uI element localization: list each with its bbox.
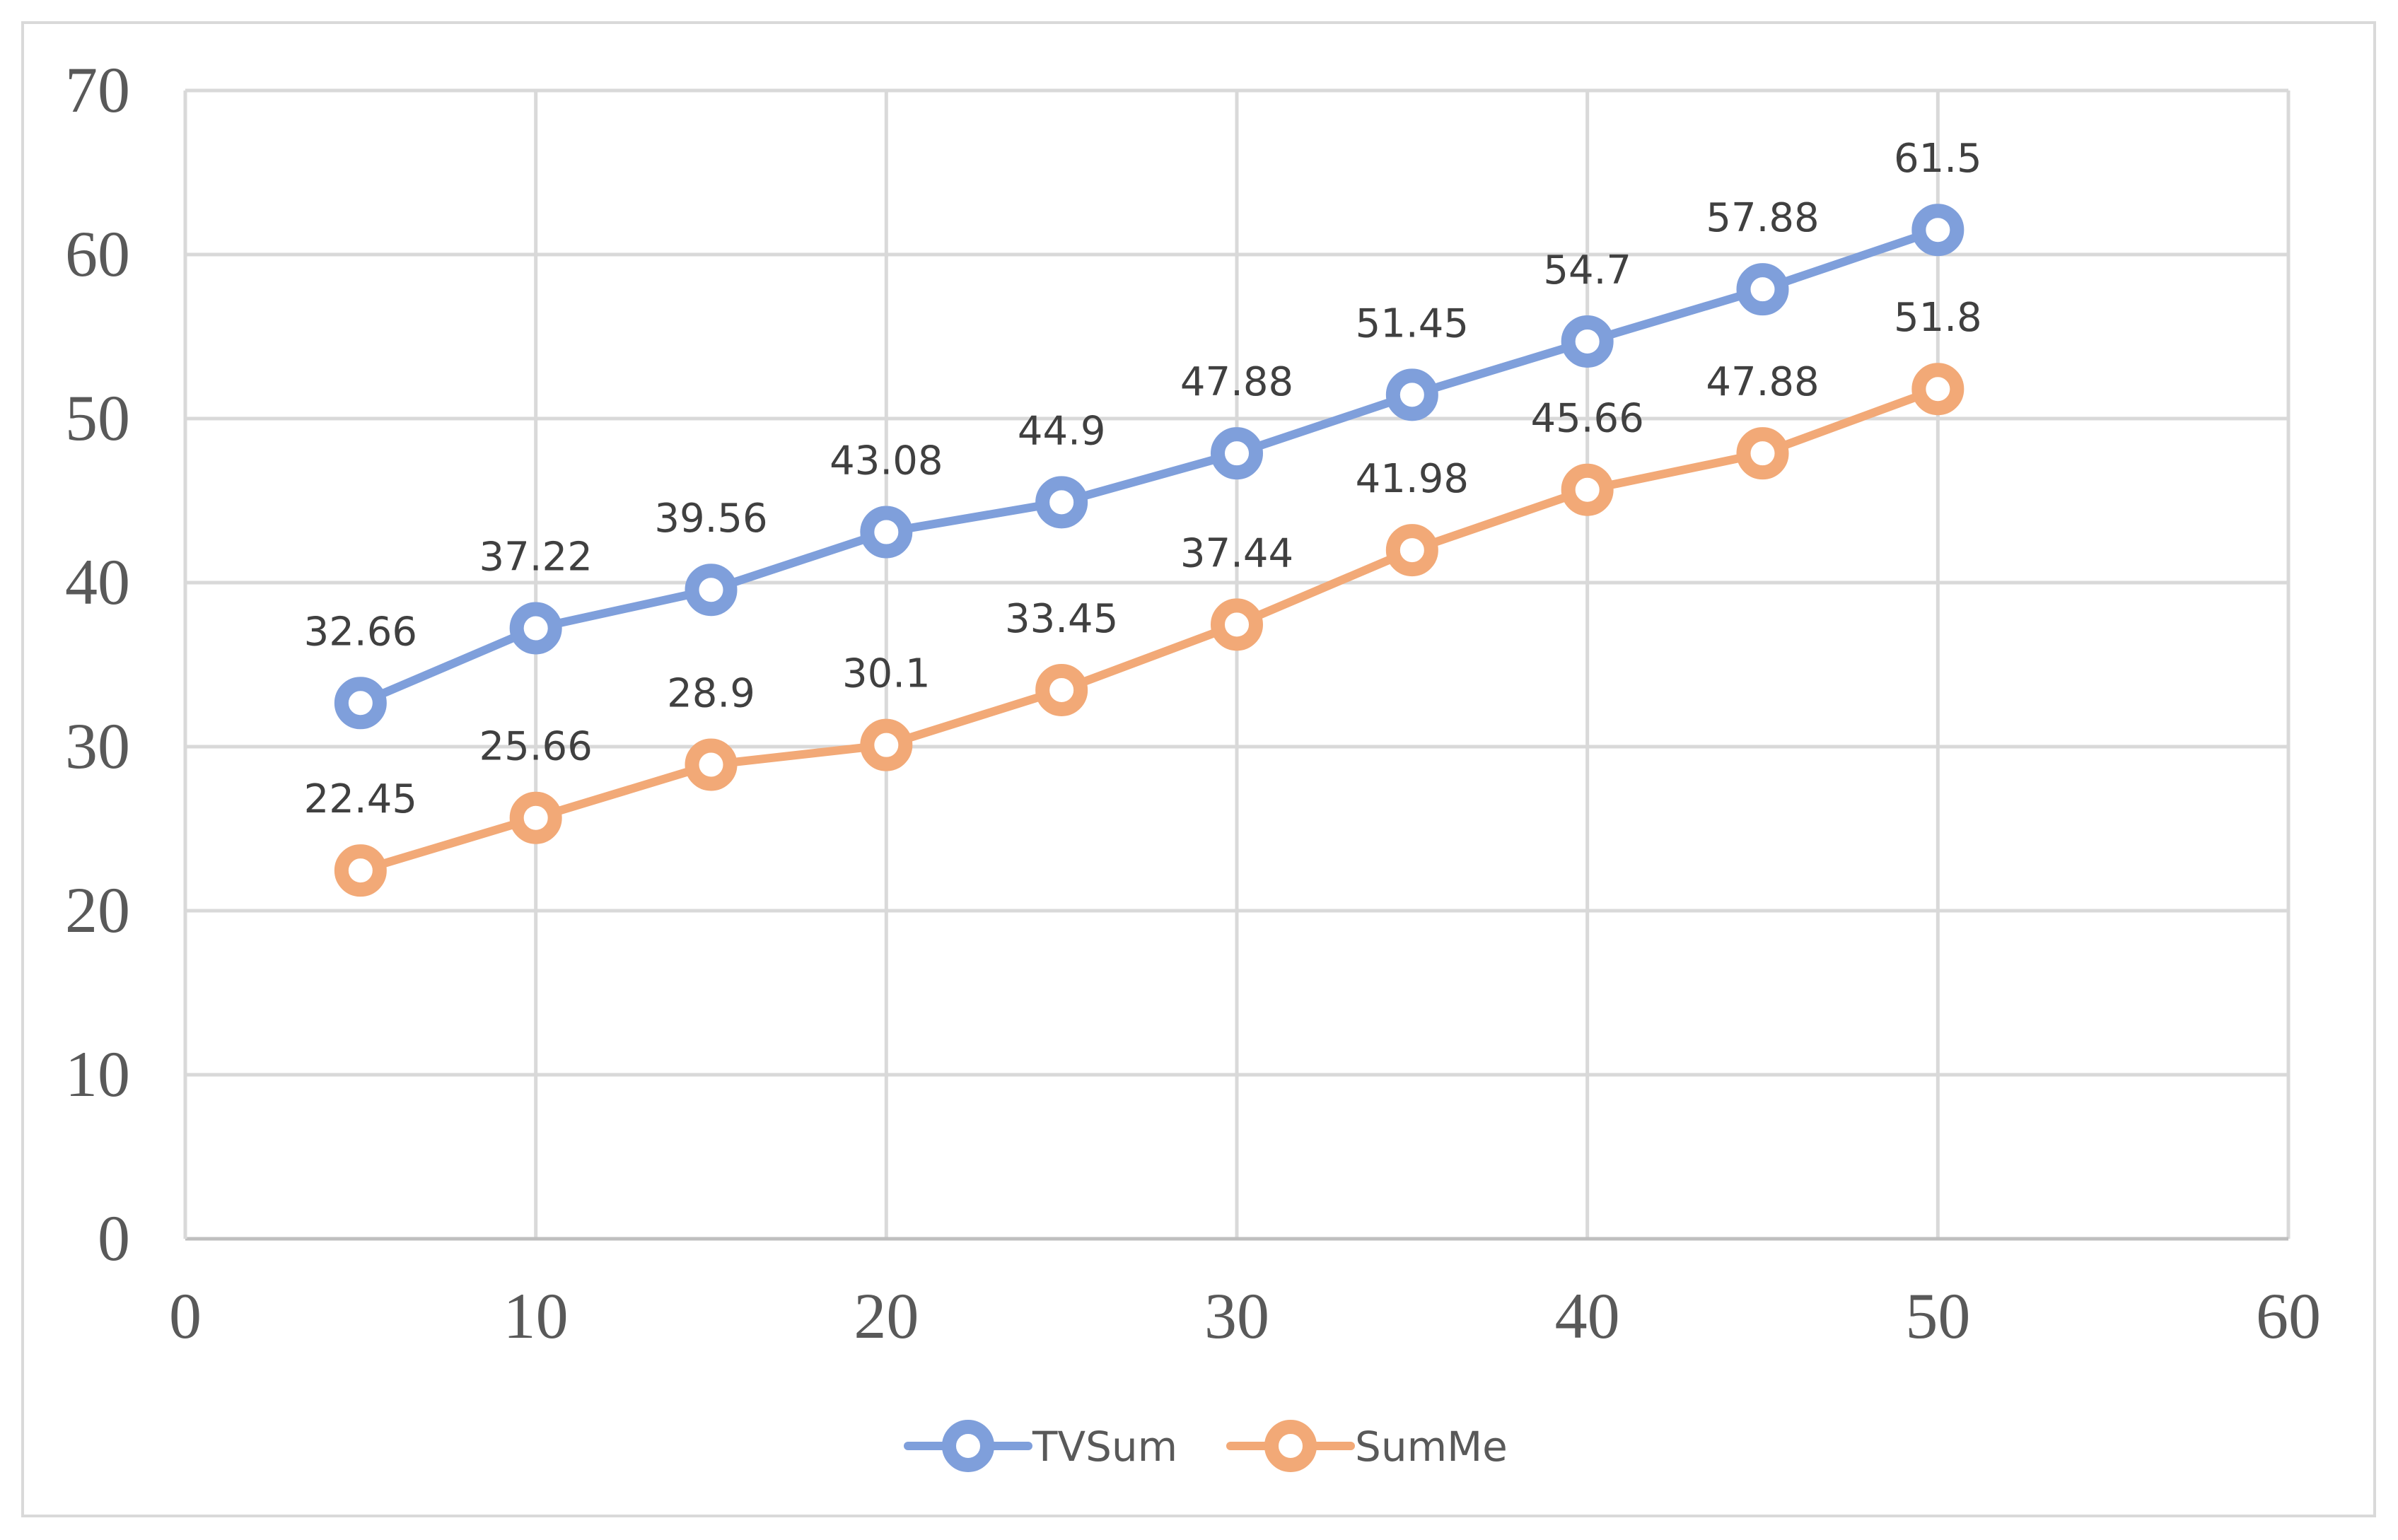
data-point-tvsum bbox=[1211, 427, 1263, 480]
data-point-summe bbox=[509, 791, 562, 844]
data-point-summe bbox=[1911, 363, 1965, 416]
data-point-tvsum bbox=[1736, 263, 1789, 316]
x-tick-label: 50 bbox=[1905, 1280, 1970, 1352]
data-point-summe bbox=[860, 718, 913, 771]
legend-swatch-marker bbox=[942, 1420, 994, 1472]
data-label-tvsum: 32.66 bbox=[304, 609, 417, 655]
y-tick-label: 60 bbox=[65, 218, 130, 290]
grid-lines bbox=[183, 88, 2291, 1241]
x-tick-label: 20 bbox=[854, 1280, 919, 1352]
legend-item-tvsum: TVSum bbox=[904, 1420, 1177, 1472]
x-tick-label: 60 bbox=[2256, 1280, 2321, 1352]
data-point-summe bbox=[1736, 427, 1789, 480]
x-tick-label: 30 bbox=[1204, 1280, 1269, 1352]
data-label-summe: 37.44 bbox=[1180, 530, 1293, 576]
data-label-summe: 25.66 bbox=[479, 724, 593, 770]
series-tvsum bbox=[334, 204, 1965, 730]
y-tick-label: 40 bbox=[65, 546, 130, 618]
data-point-tvsum bbox=[860, 506, 913, 559]
y-tick-label: 70 bbox=[65, 54, 130, 126]
x-tick-label: 40 bbox=[1555, 1280, 1620, 1352]
data-label-summe: 41.98 bbox=[1356, 456, 1469, 502]
data-label-summe: 51.8 bbox=[1894, 295, 1982, 341]
tick-labels: 0 10 20 30 40 50 60 70 0 10 20 30 40 50 60 bbox=[65, 54, 2321, 1352]
data-point-summe bbox=[1561, 463, 1614, 516]
data-point-summe bbox=[334, 844, 387, 897]
x-tick-label: 0 bbox=[169, 1280, 202, 1352]
series-summe bbox=[334, 363, 1965, 897]
data-point-summe bbox=[1211, 598, 1263, 651]
data-point-tvsum bbox=[509, 602, 562, 655]
data-point-summe bbox=[685, 738, 738, 791]
data-point-tvsum bbox=[685, 564, 738, 617]
chart-frame bbox=[21, 21, 2376, 1517]
series-line-summe bbox=[356, 385, 1943, 875]
series-line-tvsum bbox=[356, 226, 1943, 708]
data-label-tvsum: 61.5 bbox=[1894, 136, 1982, 182]
data-point-tvsum bbox=[1385, 368, 1438, 421]
data-label-summe: 33.45 bbox=[1005, 596, 1118, 642]
legend-item-summe: SumMe bbox=[1226, 1420, 1508, 1472]
data-label-tvsum: 51.45 bbox=[1356, 301, 1469, 346]
data-point-tvsum bbox=[1561, 315, 1614, 368]
data-label-tvsum: 54.7 bbox=[1543, 247, 1631, 293]
x-tick-label: 10 bbox=[504, 1280, 569, 1352]
data-label-summe: 47.88 bbox=[1706, 359, 1819, 405]
data-label-summe: 45.66 bbox=[1531, 396, 1644, 442]
legend-label: SumMe bbox=[1355, 1423, 1508, 1471]
data-label-tvsum: 43.08 bbox=[830, 438, 943, 484]
legend-swatch-marker bbox=[1264, 1420, 1317, 1472]
data-label-summe: 22.45 bbox=[304, 776, 417, 822]
data-label-tvsum: 39.56 bbox=[654, 496, 767, 542]
data-point-summe bbox=[1035, 663, 1088, 716]
data-label-tvsum: 47.88 bbox=[1180, 359, 1293, 405]
series bbox=[334, 204, 1965, 897]
data-point-summe bbox=[1385, 524, 1438, 577]
legend-label: TVSum bbox=[1032, 1423, 1177, 1471]
y-tick-label: 20 bbox=[65, 874, 130, 946]
data-label-summe: 30.1 bbox=[842, 651, 931, 697]
data-point-tvsum bbox=[1035, 476, 1088, 529]
data-label-summe: 28.9 bbox=[667, 671, 755, 717]
y-tick-label: 30 bbox=[65, 710, 130, 782]
data-point-tvsum bbox=[334, 677, 387, 730]
data-labels: 32.66 37.22 39.56 43.08 44.9 47.88 51.45 54.7 57… bbox=[304, 136, 1982, 822]
data-label-tvsum: 37.22 bbox=[479, 534, 593, 580]
data-point-tvsum bbox=[1911, 204, 1965, 257]
legend: TVSum SumMe bbox=[904, 1420, 1508, 1472]
data-label-tvsum: 44.9 bbox=[1018, 408, 1106, 454]
y-tick-label: 50 bbox=[65, 382, 130, 454]
y-tick-label: 10 bbox=[65, 1038, 130, 1110]
y-tick-label: 0 bbox=[98, 1202, 130, 1274]
axes bbox=[183, 91, 2288, 1241]
data-label-tvsum: 57.88 bbox=[1706, 195, 1819, 241]
